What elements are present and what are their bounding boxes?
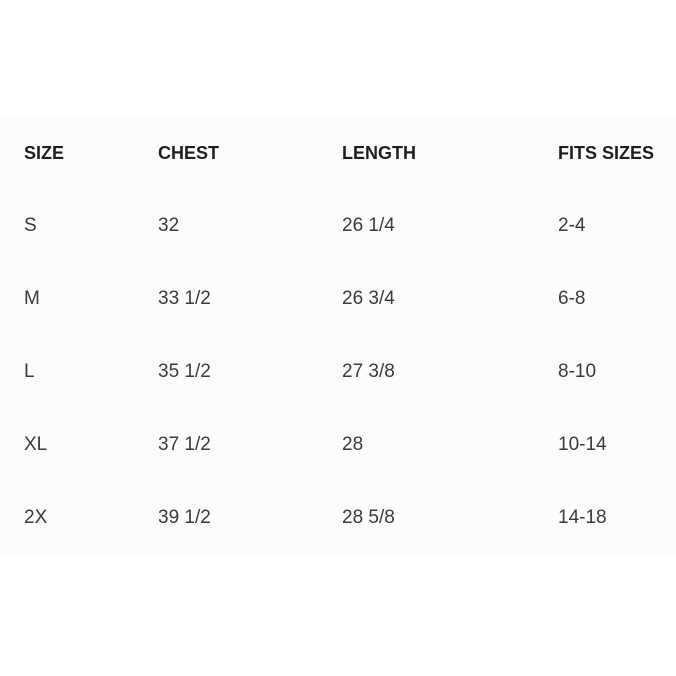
table-cell: 2X [24, 507, 48, 528]
column-header: CHEST [158, 143, 220, 163]
column-header: FITS SIZES [558, 143, 655, 163]
table-cell: L [24, 361, 35, 382]
table-cell: 26 3/4 [342, 288, 395, 309]
table-cell: 28 [342, 434, 364, 455]
table-cell: 33 1/2 [158, 288, 211, 309]
table-cell: 35 1/2 [158, 361, 211, 382]
size-table [0, 118, 676, 554]
table-cell: 2-4 [558, 215, 586, 236]
table-cell: 32 [158, 215, 180, 236]
table-cell: 6-8 [558, 288, 586, 309]
column-header: SIZE [24, 143, 65, 163]
table-cell: 8-10 [558, 361, 597, 382]
table-cell: 37 1/2 [158, 434, 211, 455]
table-cell: 39 1/2 [158, 507, 211, 528]
table-cell: 26 1/4 [342, 215, 395, 236]
table-cell: 14-18 [558, 507, 607, 528]
table-cell: S [24, 215, 37, 236]
table-cell: 10-14 [558, 434, 607, 455]
table-cell: XL [24, 434, 48, 455]
table-cell: 27 3/8 [342, 361, 395, 382]
column-header: LENGTH [342, 143, 416, 163]
table-cell: 28 5/8 [342, 507, 395, 528]
table-cell: M [24, 288, 40, 309]
